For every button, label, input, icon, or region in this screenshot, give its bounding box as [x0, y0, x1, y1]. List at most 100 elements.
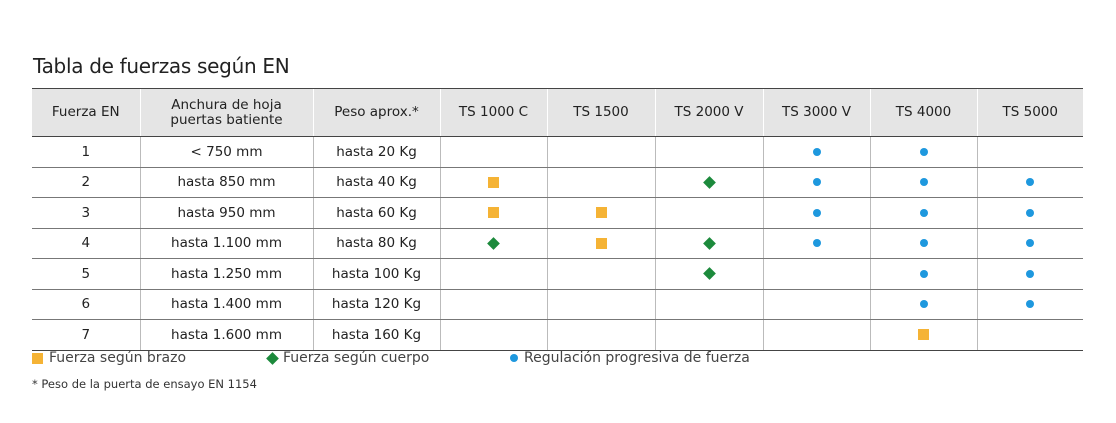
- marker-circle: [1026, 178, 1035, 187]
- mark-cell: [439, 258, 547, 290]
- cell: hasta 1.100 mm: [139, 228, 313, 259]
- marker-square: [595, 237, 607, 249]
- legend-label: Fuerza según cuerpo: [283, 350, 430, 366]
- legend-label: Fuerza según brazo: [49, 350, 187, 366]
- mark-cell: [439, 319, 547, 351]
- marker-circle: [919, 147, 928, 156]
- marker-circle: [919, 239, 928, 248]
- marker-square: [32, 352, 43, 364]
- cell: hasta 120 Kg: [312, 289, 440, 320]
- marker-square: [488, 207, 499, 219]
- header-row: Fuerza EN Anchura de hoja puertas batient…: [32, 88, 1083, 137]
- cell: hasta 950 mm: [139, 197, 313, 229]
- cell: hasta 1.600 mm: [139, 319, 313, 351]
- marker-circle: [919, 178, 928, 187]
- cell: hasta 60 Kg: [312, 197, 440, 229]
- table-body: 1 < 750 mm hasta 20 Kg 2 hasta 850 mm hasta 4…: [32, 136, 1083, 351]
- mark-cell: [762, 319, 870, 351]
- marker-circle: [919, 208, 928, 217]
- marker-diamond: [487, 236, 500, 250]
- cell: hasta 40 Kg: [312, 167, 440, 198]
- marker-circle: [1026, 239, 1035, 248]
- column-header: TS 1000 C: [439, 88, 547, 137]
- marker-square: [488, 176, 499, 188]
- mark-cell: [546, 258, 655, 290]
- cell: 2: [32, 167, 140, 198]
- table-title: Tabla de fuerzas según EN: [33, 54, 290, 78]
- mark-cell: [869, 258, 977, 290]
- table-row: 2 hasta 850 mm hasta 40 Kg: [32, 167, 1083, 198]
- cell: 1: [32, 136, 140, 168]
- mark-cell: [654, 167, 763, 198]
- mark-cell: [976, 319, 1083, 351]
- mark-cell: [976, 258, 1083, 290]
- mark-cell: [869, 136, 977, 168]
- mark-cell: [976, 289, 1083, 320]
- marker-circle: [812, 239, 821, 248]
- mark-cell: [654, 197, 763, 229]
- table-row: 6 hasta 1.400 mm hasta 120 Kg: [32, 289, 1083, 320]
- legend-item: Regulación progresiva de fuerza: [510, 350, 750, 366]
- mark-cell: [762, 167, 870, 198]
- cell: < 750 mm: [139, 136, 313, 168]
- mark-cell: [654, 258, 763, 290]
- cell: 3: [32, 197, 140, 229]
- cell: 5: [32, 258, 140, 290]
- mark-cell: [654, 228, 763, 259]
- marker-circle: [812, 208, 821, 217]
- force-table: Fuerza EN Anchura de hoja puertas batient…: [32, 88, 1083, 351]
- mark-cell: [869, 228, 977, 259]
- table-row: 1 < 750 mm hasta 20 Kg: [32, 136, 1083, 168]
- cell: 4: [32, 228, 140, 259]
- cell: hasta 1.400 mm: [139, 289, 313, 320]
- cell: hasta 850 mm: [139, 167, 313, 198]
- column-header: TS 4000: [869, 88, 977, 137]
- marker-circle: [812, 178, 821, 187]
- mark-cell: [654, 319, 763, 351]
- mark-cell: [546, 167, 655, 198]
- column-header: TS 3000 V: [762, 88, 870, 137]
- mark-cell: [546, 289, 655, 320]
- mark-cell: [762, 228, 870, 259]
- mark-cell: [976, 228, 1083, 259]
- mark-cell: [439, 167, 547, 198]
- cell: hasta 20 Kg: [312, 136, 440, 168]
- column-header: Peso aprox.*: [312, 88, 440, 137]
- mark-cell: [546, 228, 655, 259]
- mark-cell: [869, 289, 977, 320]
- mark-cell: [439, 136, 547, 168]
- marker-diamond: [702, 175, 716, 189]
- mark-cell: [439, 289, 547, 320]
- mark-cell: [439, 197, 547, 229]
- mark-cell: [976, 136, 1083, 168]
- cell: 7: [32, 319, 140, 351]
- mark-cell: [654, 289, 763, 320]
- marker-square: [595, 207, 607, 219]
- column-header: TS 5000: [976, 88, 1083, 137]
- cell: 6: [32, 289, 140, 320]
- mark-cell: [546, 319, 655, 351]
- table-row: 5 hasta 1.250 mm hasta 100 Kg: [32, 258, 1083, 290]
- marker-square: [918, 329, 929, 341]
- marker-diamond: [702, 236, 716, 250]
- legend-item: Fuerza según cuerpo: [266, 350, 430, 366]
- marker-circle: [919, 269, 928, 278]
- cell: hasta 160 Kg: [312, 319, 440, 351]
- mark-cell: [654, 136, 763, 168]
- marker-circle: [1026, 269, 1035, 278]
- marker-diamond: [702, 267, 716, 281]
- cell: hasta 80 Kg: [312, 228, 440, 259]
- table-row: 3 hasta 950 mm hasta 60 Kg: [32, 197, 1083, 229]
- mark-cell: [762, 136, 870, 168]
- mark-cell: [546, 136, 655, 168]
- mark-cell: [869, 319, 977, 351]
- mark-cell: [439, 228, 547, 259]
- marker-circle: [812, 147, 821, 156]
- cell: hasta 1.250 mm: [139, 258, 313, 290]
- marker-circle: [919, 300, 928, 309]
- mark-cell: [869, 197, 977, 229]
- legend-item: Fuerza según brazo: [32, 350, 186, 366]
- mark-cell: [976, 197, 1083, 229]
- marker-circle: [1026, 300, 1035, 309]
